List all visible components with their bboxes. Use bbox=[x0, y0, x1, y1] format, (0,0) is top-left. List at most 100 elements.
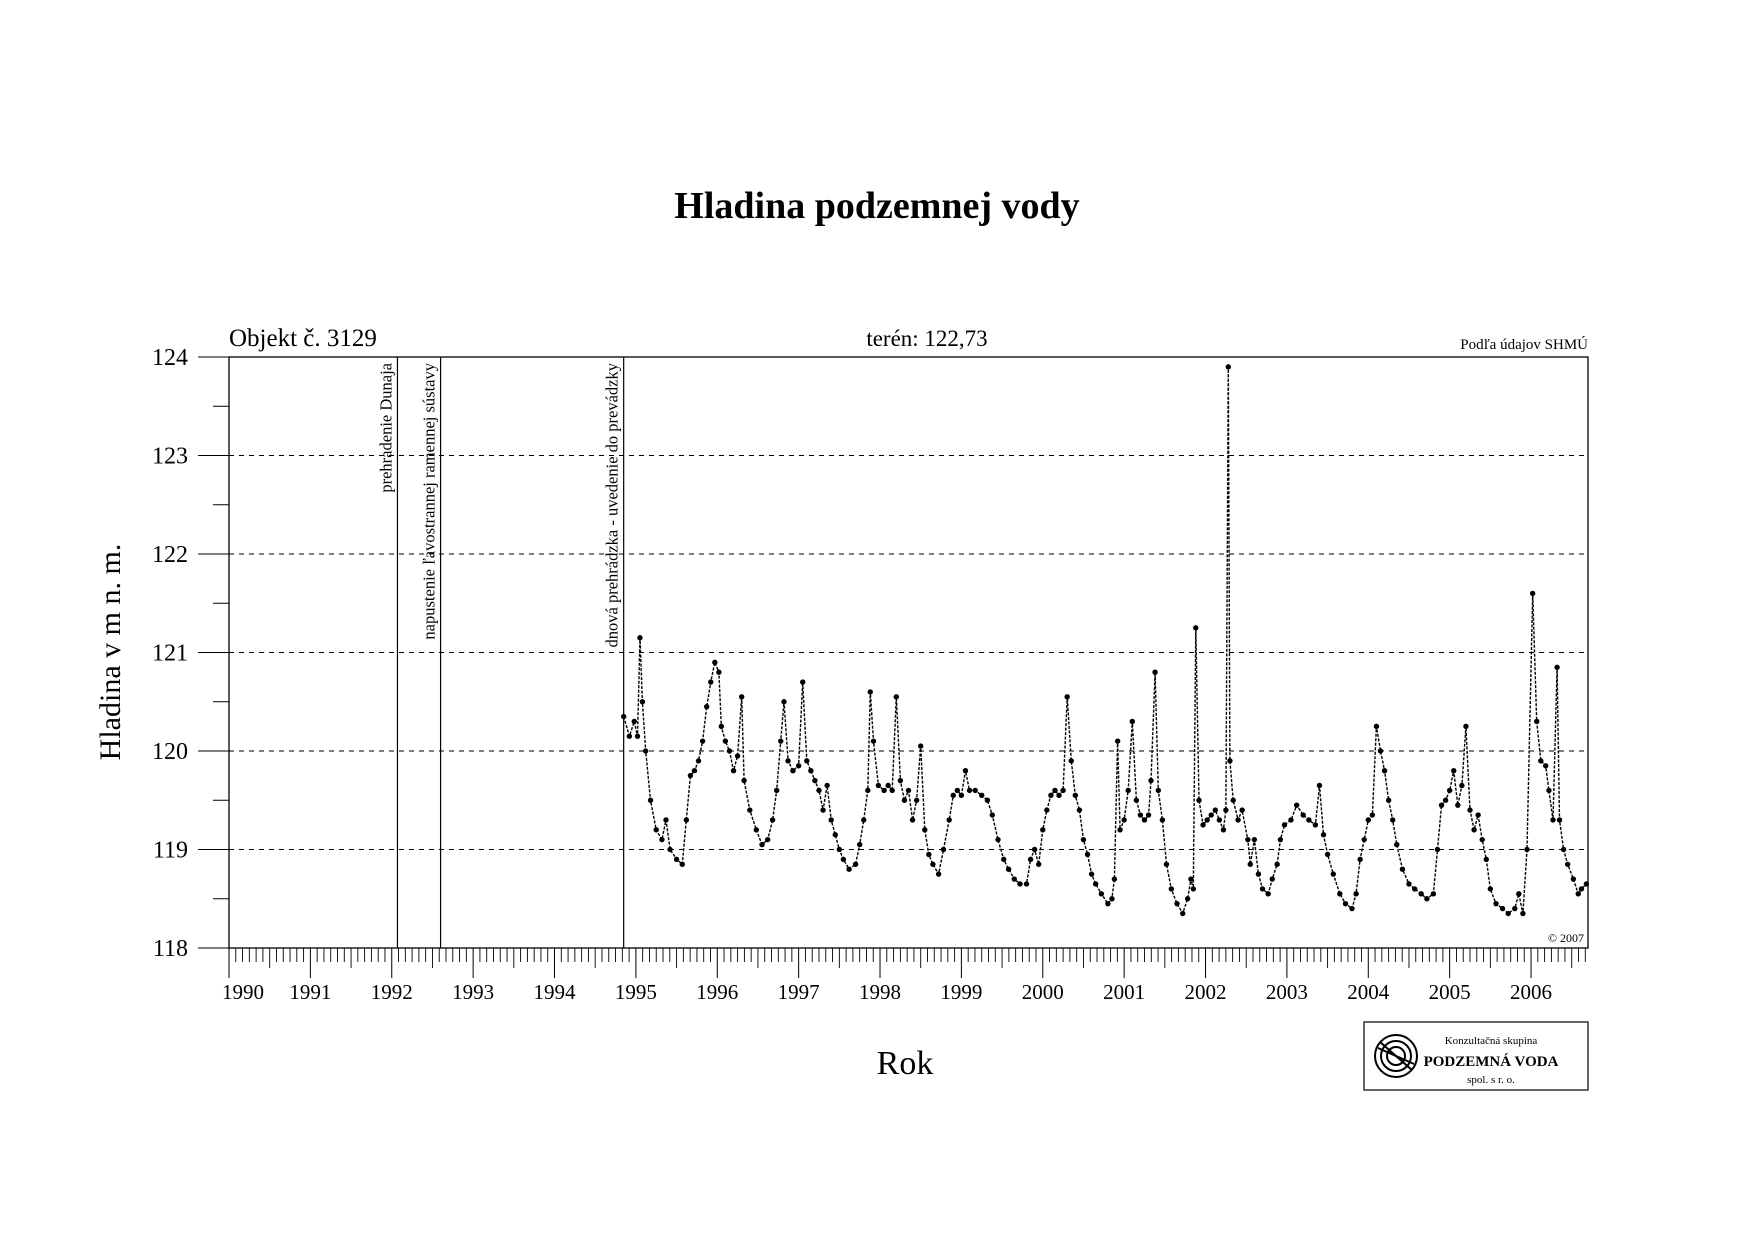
data-point bbox=[995, 836, 1001, 843]
data-point bbox=[979, 792, 985, 799]
data-point bbox=[1056, 792, 1062, 799]
data-point bbox=[867, 689, 873, 695]
x-tick-label: 2006 bbox=[1510, 980, 1552, 1004]
data-point bbox=[1430, 891, 1437, 897]
x-tick-label: 2005 bbox=[1429, 980, 1471, 1004]
data-point bbox=[769, 817, 776, 823]
data-point bbox=[1001, 856, 1007, 863]
data-point bbox=[1114, 738, 1121, 744]
source-label: Podľa údajov SHMÚ bbox=[1460, 336, 1588, 353]
data-point bbox=[950, 792, 956, 799]
data-point bbox=[738, 694, 745, 700]
data-point bbox=[808, 768, 814, 774]
logo-line-3: spol. s r. o. bbox=[1467, 1074, 1515, 1086]
data-point bbox=[984, 797, 991, 803]
data-point bbox=[1174, 900, 1180, 907]
data-point bbox=[1212, 807, 1218, 813]
data-point bbox=[1168, 886, 1175, 892]
data-point bbox=[785, 758, 791, 764]
x-axis-label: Rok bbox=[877, 1045, 934, 1082]
data-point bbox=[1230, 797, 1236, 803]
data-point bbox=[820, 807, 826, 813]
data-point bbox=[1320, 832, 1327, 838]
data-point bbox=[1196, 797, 1202, 803]
data-point bbox=[930, 861, 936, 867]
data-point bbox=[812, 777, 818, 784]
data-point bbox=[1031, 846, 1038, 853]
data-point bbox=[922, 827, 928, 833]
data-point bbox=[673, 856, 680, 863]
data-point bbox=[832, 832, 838, 838]
plot-frame bbox=[228, 356, 1589, 949]
data-point bbox=[773, 787, 780, 794]
data-point bbox=[1117, 827, 1123, 833]
data-point bbox=[1550, 817, 1556, 823]
company-logo: Konzultačná skupina PODZEMNÁ VODA spol. … bbox=[1363, 1021, 1589, 1091]
data-point bbox=[918, 743, 924, 749]
data-point bbox=[1357, 856, 1363, 863]
data-point bbox=[1399, 866, 1406, 872]
data-point bbox=[1269, 876, 1275, 882]
x-tick-label: 2000 bbox=[1022, 980, 1064, 1004]
data-point bbox=[708, 679, 714, 685]
logo-frame bbox=[1363, 1021, 1589, 1091]
data-point bbox=[901, 797, 908, 803]
data-point bbox=[940, 846, 947, 853]
data-point bbox=[663, 817, 669, 823]
data-point bbox=[712, 659, 718, 666]
data-point bbox=[1353, 891, 1359, 897]
data-point bbox=[1411, 886, 1418, 892]
data-point bbox=[913, 797, 920, 803]
data-point bbox=[881, 787, 887, 794]
data-point bbox=[1148, 777, 1154, 784]
event-label: prehradenie Dunaja bbox=[376, 362, 395, 492]
data-point bbox=[716, 669, 722, 675]
data-point bbox=[1204, 817, 1210, 823]
chart-title: Hladina podzemnej vody bbox=[674, 185, 1079, 227]
data-point bbox=[1418, 891, 1424, 897]
y-tick-label: 118 bbox=[153, 936, 188, 962]
data-point bbox=[1141, 817, 1148, 823]
x-tick-label: 2001 bbox=[1103, 980, 1145, 1004]
data-point bbox=[703, 703, 710, 710]
data-point bbox=[765, 836, 771, 843]
x-axis-ticks: 1990 1991 1992 1993 1994 1995 1996 1997 1998 1999… bbox=[222, 948, 1586, 1004]
data-point bbox=[647, 797, 654, 803]
data-point bbox=[1542, 763, 1549, 769]
data-point bbox=[639, 699, 646, 705]
series-line bbox=[623, 366, 1587, 916]
data-point bbox=[1389, 817, 1396, 823]
data-point bbox=[1337, 891, 1343, 897]
x-tick-label: 1999 bbox=[940, 980, 982, 1004]
data-point bbox=[1361, 836, 1367, 843]
data-point bbox=[1438, 802, 1445, 808]
data-point bbox=[966, 787, 973, 794]
data-point bbox=[1005, 866, 1012, 872]
data-point bbox=[1251, 836, 1258, 843]
data-point bbox=[1247, 861, 1253, 867]
data-point bbox=[1534, 718, 1540, 725]
data-point bbox=[795, 763, 802, 769]
data-point bbox=[679, 861, 685, 867]
data-point bbox=[1471, 827, 1477, 833]
data-point bbox=[1520, 910, 1526, 917]
data-point bbox=[1084, 851, 1091, 858]
data-point bbox=[1546, 787, 1552, 794]
data-point bbox=[893, 694, 899, 700]
y-tick-label: 121 bbox=[152, 641, 188, 667]
data-point bbox=[870, 738, 877, 744]
data-point bbox=[1052, 787, 1058, 794]
data-point bbox=[1463, 723, 1469, 730]
data-point bbox=[1072, 792, 1079, 799]
data-point bbox=[1044, 807, 1050, 813]
data-point bbox=[1227, 758, 1233, 764]
data-point bbox=[1080, 836, 1087, 843]
data-point bbox=[781, 699, 787, 705]
data-point bbox=[1239, 807, 1245, 813]
data-point bbox=[1076, 807, 1083, 813]
data-point bbox=[726, 748, 733, 754]
data-point bbox=[1424, 896, 1430, 902]
data-point bbox=[1475, 812, 1481, 818]
data-point bbox=[1512, 905, 1518, 912]
